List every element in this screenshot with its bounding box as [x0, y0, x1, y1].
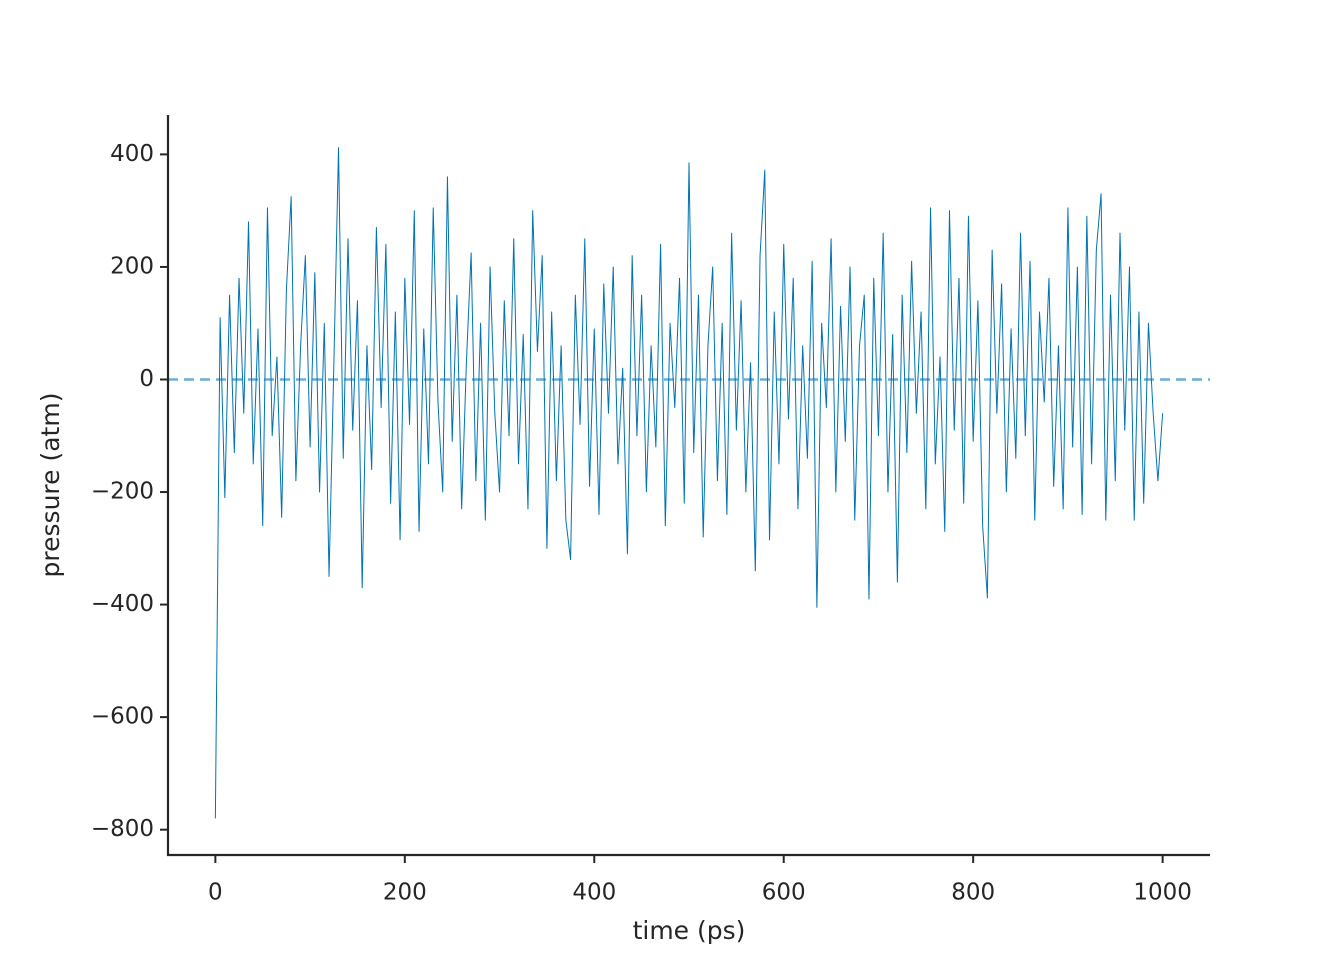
x-tick-label: 0	[208, 880, 223, 906]
y-tick-label: −600	[91, 704, 154, 730]
y-axis-label: pressure (atm)	[36, 393, 65, 578]
y-tick-label: 0	[139, 366, 154, 392]
x-tick-label: 800	[951, 880, 995, 906]
y-tick-label: −400	[91, 591, 154, 617]
x-tick-label: 200	[383, 880, 427, 906]
data-line	[214, 147, 1164, 819]
x-tick-label: 1000	[1133, 880, 1192, 906]
x-axis-label: time (ps)	[633, 916, 746, 945]
y-tick-label: −200	[91, 479, 154, 505]
y-tick-label: 200	[110, 253, 154, 279]
y-tick-label: 400	[110, 141, 154, 167]
y-tick-label: −800	[91, 816, 154, 842]
x-tick-label: 400	[572, 880, 616, 906]
x-tick-label: 600	[762, 880, 806, 906]
